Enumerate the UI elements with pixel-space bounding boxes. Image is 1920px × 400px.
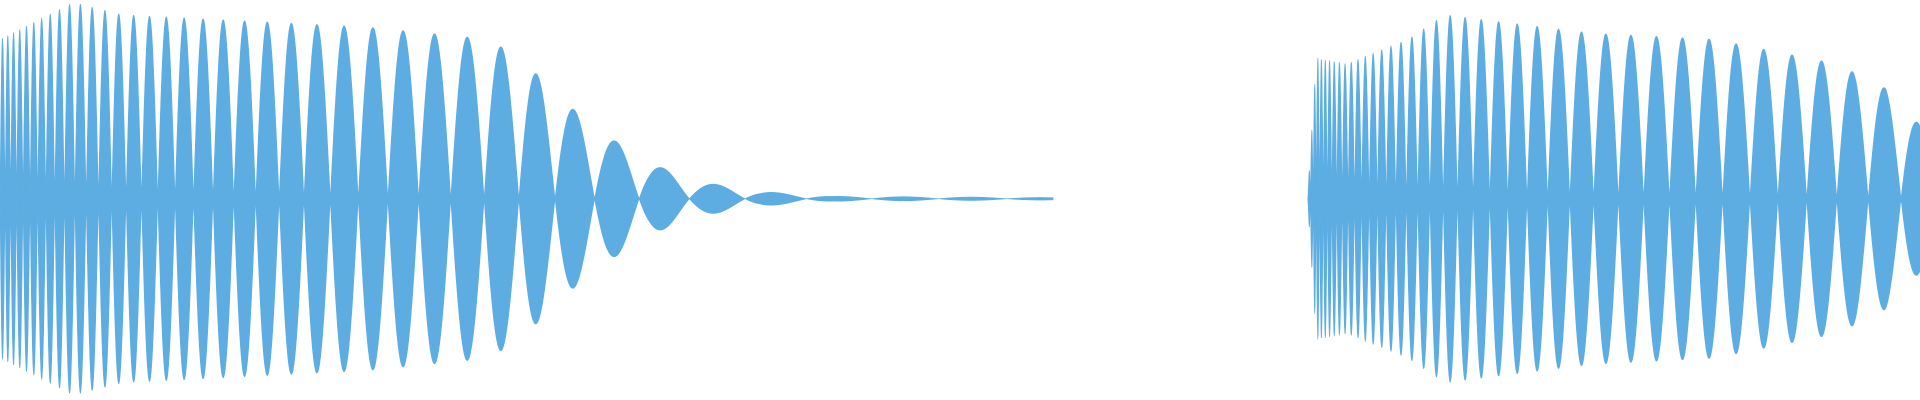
waveform-segment — [1307, 14, 1920, 383]
waveform-segment — [0, 3, 1054, 394]
